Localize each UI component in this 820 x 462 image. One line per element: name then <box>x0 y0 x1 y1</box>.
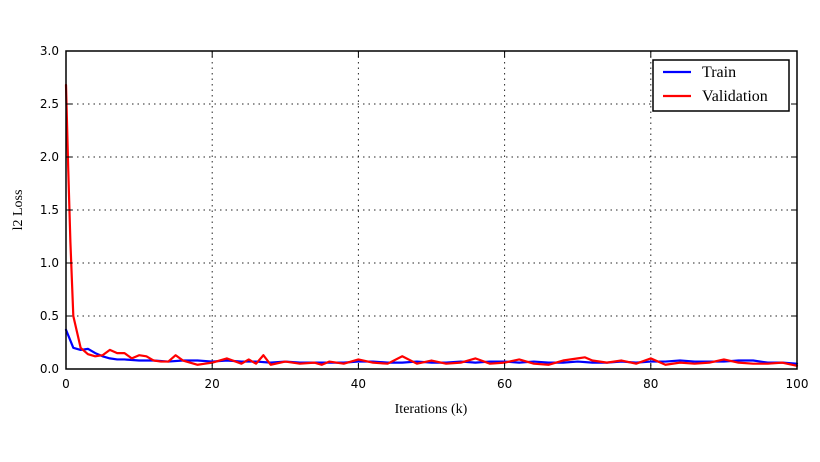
y-tick-label: 3.0 <box>40 44 59 58</box>
x-axis-label: Iterations (k) <box>395 402 468 417</box>
y-tick-label: 2.5 <box>40 97 59 111</box>
x-tick-label: 20 <box>205 377 220 391</box>
y-tick-label: 2.0 <box>40 150 59 164</box>
series-lines <box>64 83 799 367</box>
x-tick-label: 100 <box>786 377 809 391</box>
y-tick-label: 1.5 <box>40 203 59 217</box>
grid <box>66 51 797 369</box>
x-tick-label: 80 <box>643 377 658 391</box>
y-axis-label: l2 Loss <box>11 190 26 231</box>
y-tick-label: 1.0 <box>40 256 59 270</box>
y-tick-label: 0.5 <box>40 309 59 323</box>
series-line-validation <box>64 83 799 367</box>
x-tick-label: 40 <box>351 377 366 391</box>
y-axis-ticks: 0.0 0.5 1.0 1.5 2.0 2.5 3.0 <box>40 44 797 376</box>
legend-train-label: Train <box>702 64 736 81</box>
series-line-train <box>64 328 799 365</box>
x-tick-label: 60 <box>497 377 512 391</box>
y-tick-label: 0.0 <box>40 362 59 376</box>
legend: Train Validation <box>652 59 790 112</box>
legend-box <box>652 59 790 112</box>
x-axis-ticks: 0 20 40 60 80 100 <box>62 51 808 391</box>
legend-validation-label: Validation <box>702 88 768 105</box>
x-tick-label: 0 <box>62 377 70 391</box>
